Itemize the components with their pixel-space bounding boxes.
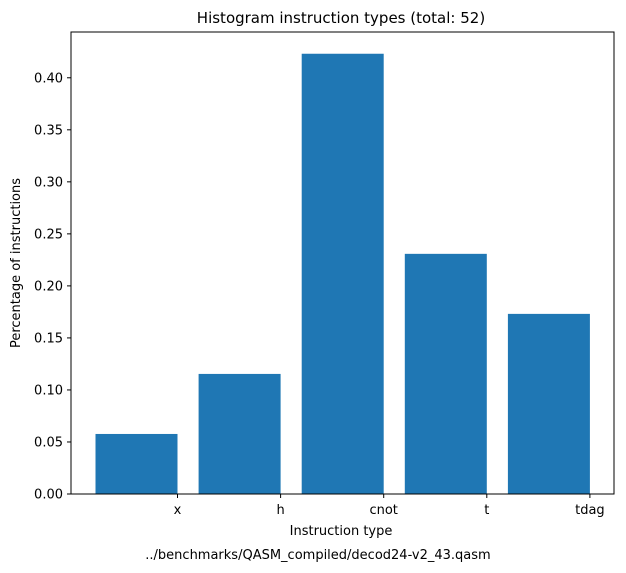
y-axis-label: Percentage of instructions <box>9 178 24 348</box>
bar-tdag <box>507 313 590 494</box>
x-tick-label: t <box>484 503 489 518</box>
plot-frame <box>70 31 615 495</box>
y-tick-label: 0.40 <box>34 71 63 86</box>
y-tick-label: 0.30 <box>34 175 63 190</box>
y-tick-label: 0.20 <box>34 279 63 294</box>
bar-h <box>198 373 281 494</box>
x-tick-label: x <box>174 503 182 518</box>
y-tick-label: 0.15 <box>34 331 63 346</box>
y-tick-label: 0.10 <box>34 383 63 398</box>
x-tick-label: cnot <box>369 503 397 518</box>
bar-t <box>404 253 487 494</box>
bar-x <box>95 433 178 494</box>
x-axis-label: Instruction type <box>290 524 393 539</box>
y-tick-label: 0.35 <box>34 123 63 138</box>
y-tick-label: 0.25 <box>34 227 63 242</box>
y-tick-label: 0.00 <box>34 488 63 503</box>
y-tick-label: 0.05 <box>34 435 63 450</box>
bar-cnot <box>301 53 384 495</box>
chart-title: Histogram instruction types (total: 52) <box>197 9 485 27</box>
x-tick-label: h <box>276 503 284 518</box>
x-tick-label: tdag <box>575 503 605 518</box>
source-caption: ../benchmarks/QASM_compiled/decod24-v2_4… <box>145 548 490 563</box>
